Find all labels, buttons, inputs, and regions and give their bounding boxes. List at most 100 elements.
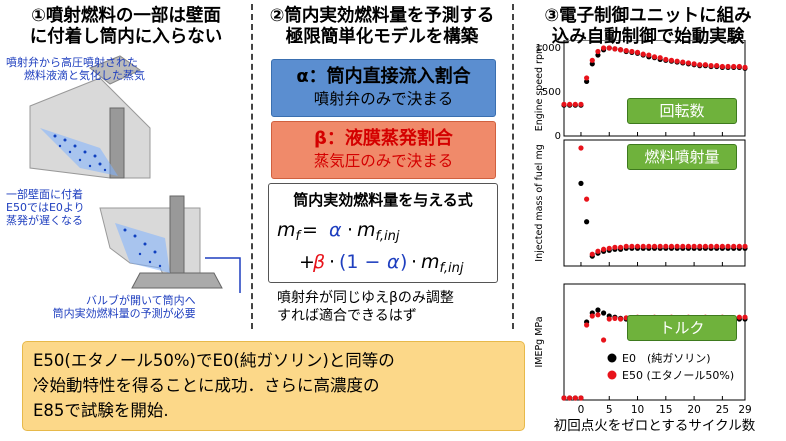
x-tick-label: 10 (631, 404, 644, 416)
alpha-title: α：筒内直接流入割合 (296, 66, 471, 87)
point-e50 (651, 243, 658, 249)
point-e50 (606, 45, 612, 51)
point-e50 (634, 49, 641, 55)
point-e50 (685, 243, 692, 249)
left-column-title: ①噴射燃料の一部は壁面 に付着し筒内に入らない (2, 6, 250, 48)
conclusion-line-1: E50(エタノール50%)でE0(純ガソリン)と同等の (33, 351, 395, 370)
point-e50 (578, 395, 584, 401)
right-title-line-1: ③電子制御ユニットに組み (544, 6, 752, 26)
mid-title-line-2: 極限簡単化モデルを構築 (285, 27, 479, 47)
right-column-title: ③電子制御ユニットに組み 込み自動制御で始動実験 (514, 6, 782, 48)
point-e50 (725, 63, 731, 70)
separator-right (512, 4, 514, 329)
legend-label-1: E50 (エタノール50%) (622, 369, 734, 382)
point-e50 (663, 243, 669, 249)
svg-text:(1 −: (1 − (339, 251, 380, 273)
point-e0 (600, 310, 607, 316)
badge-engine-speed: 回転数 (627, 98, 737, 124)
point-e50 (623, 48, 629, 54)
point-e50 (714, 63, 720, 69)
point-e50 (697, 62, 703, 68)
point-e50 (600, 337, 607, 343)
point-e50 (691, 61, 697, 67)
point-e50 (702, 62, 709, 68)
point-e50 (674, 58, 680, 64)
svg-text:·: · (411, 251, 417, 273)
point-e50 (572, 395, 578, 401)
point-e50 (623, 243, 629, 249)
note-wall-line-3: 蒸発が遅くなる (6, 214, 83, 227)
beta-box: β：液膜蒸発割合 蒸気圧のみで決まる (271, 121, 496, 179)
point-e50 (640, 51, 646, 57)
point-e50 (657, 55, 663, 61)
point-e50 (708, 243, 714, 249)
point-e50 (606, 245, 612, 251)
svg-text:mf: mf (277, 219, 303, 244)
x-tick-label: 25 (716, 404, 729, 416)
point-e50 (612, 46, 618, 52)
model-note: 噴射弁が同じゆえβのみ調整 すれば適合できるはず (277, 289, 454, 325)
point-e50 (697, 243, 703, 249)
x-tick-label: 5 (606, 404, 613, 416)
point-e50 (736, 314, 742, 320)
point-e50 (719, 63, 725, 70)
point-e50 (742, 314, 748, 320)
point-e50 (567, 101, 573, 107)
point-e50 (674, 243, 680, 249)
fuel-formula: mf = α · mf,inj + β · (1 − α ) · mf,inj (277, 219, 464, 276)
right-title-line-2: 込み自動制御で始動実験 (551, 27, 745, 47)
point-e50 (584, 75, 590, 81)
svg-text:mf,inj: mf,inj (421, 251, 464, 276)
point-e50 (646, 243, 652, 249)
point-e50 (629, 243, 635, 249)
x-tick-label: 29 (738, 404, 751, 416)
point-e50 (685, 60, 692, 66)
note-wall-line-1: 一部壁面に付着 (6, 188, 83, 201)
note-spray-line-1: 噴射弁から高圧噴射された (6, 56, 138, 69)
point-e50 (702, 243, 709, 249)
point-e50 (617, 316, 624, 322)
point-e50 (680, 59, 686, 65)
formula-title: 筒内実効燃料量を与える式 (293, 191, 473, 209)
point-e50 (600, 246, 607, 252)
point-e50 (578, 101, 584, 107)
point-e50 (725, 243, 731, 249)
point-e50 (572, 101, 578, 107)
left-title-line-2: に付着し筒内に入らない (29, 27, 223, 47)
svg-text:·: · (347, 219, 353, 241)
point-e50 (719, 243, 725, 249)
point-e50 (742, 64, 748, 70)
point-e50 (731, 243, 737, 249)
point-e50 (629, 48, 635, 55)
point-e50 (646, 52, 652, 58)
x-tick-label: 15 (659, 404, 672, 416)
svg-text:α: α (387, 251, 400, 273)
point-e50 (634, 243, 641, 249)
note-wall: 一部壁面に付着 E50ではE0より 蒸発が遅くなる (6, 188, 85, 227)
point-e50 (668, 57, 675, 63)
point-e50 (595, 48, 601, 55)
point-e50 (680, 243, 686, 249)
injector-spray-illustration (29, 55, 241, 293)
point-e50 (589, 251, 595, 257)
beta-title: β：液膜蒸発割合 (314, 128, 453, 149)
point-e50 (612, 244, 618, 250)
point-e50 (617, 244, 624, 250)
panel-frame-2 (563, 283, 746, 401)
legend-label-0: E0 (純ガソリン) (622, 352, 711, 365)
legend-marker-0 (607, 353, 617, 363)
panel-ylabel-0: Engine speed rpm (534, 45, 545, 132)
point-e0 (595, 307, 601, 313)
point-e50 (731, 63, 737, 70)
badge-torque: トルク (627, 315, 737, 341)
svg-text:=: = (302, 219, 318, 241)
y-tick-label: 500 (542, 87, 561, 98)
note-valve-line-2: 筒内実効燃料量の予測が必要 (52, 307, 196, 320)
conclusion-line-2: 冷始動特性を得ることに成功．さらに高濃度の (33, 376, 380, 395)
separator-left (251, 4, 253, 329)
point-e50 (668, 243, 675, 249)
note-valve: バルブが開いて筒内へ 筒内実効燃料量の予測が必要 (53, 294, 196, 320)
point-e50 (584, 322, 590, 328)
point-e50 (589, 57, 595, 63)
